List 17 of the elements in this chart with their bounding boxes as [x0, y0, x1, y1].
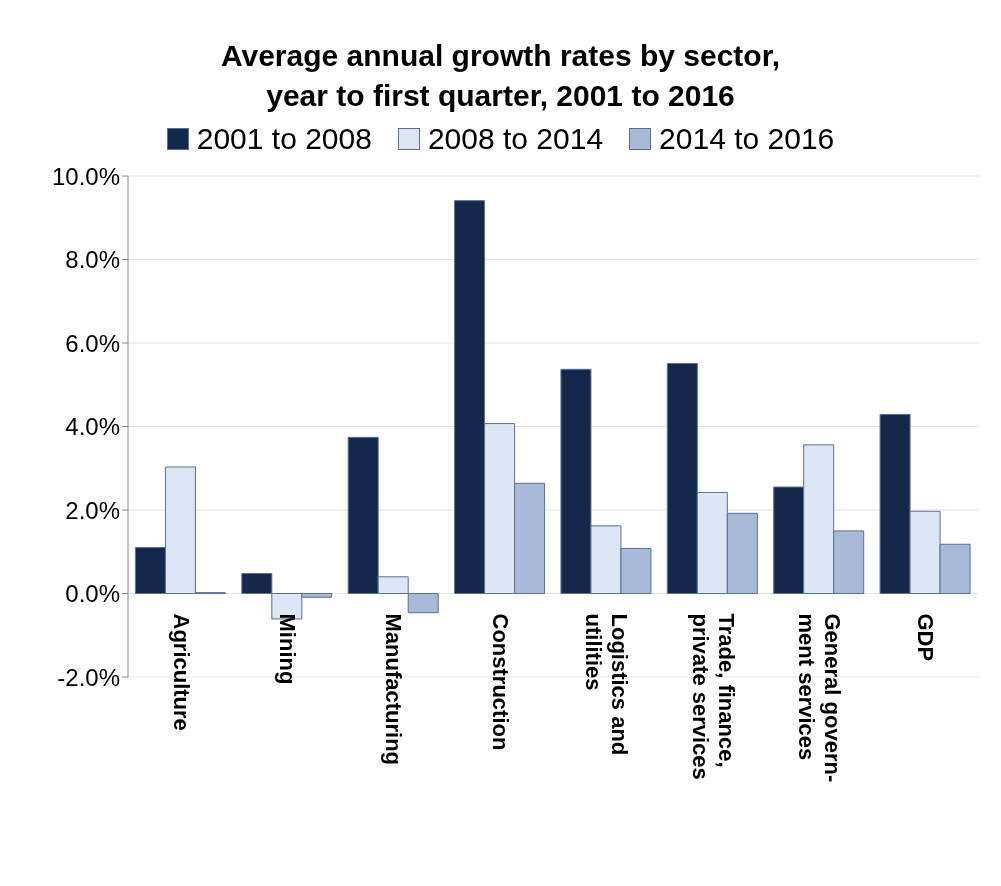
x-tick-label: Agriculture [168, 613, 194, 731]
legend-label: 2014 to 2016 [659, 122, 835, 156]
legend-label: 2001 to 2008 [196, 122, 372, 156]
y-tick-label: 2.0% [65, 496, 120, 524]
y-tick-label: 8.0% [65, 246, 120, 274]
y-tick-label: 0.0% [65, 580, 120, 608]
y-tick-label: 6.0% [65, 329, 120, 357]
y-tick-label: 4.0% [65, 413, 120, 441]
x-tick-label: Logistics and utilities [581, 613, 633, 756]
x-tick-label: Construction [487, 613, 513, 751]
x-tick-label: Mining [275, 613, 301, 685]
legend-label: 2008 to 2014 [427, 122, 604, 156]
y-tick-label: 10.0% [51, 162, 120, 190]
x-tick-label: Manufacturing [381, 613, 407, 766]
chart-title: Average annual growth rates by sector, year to first quarter, 2001 to 2016 [219, 38, 782, 114]
x-tick-label: GDP [913, 613, 939, 662]
y-tick-label: -2.0% [57, 663, 120, 691]
